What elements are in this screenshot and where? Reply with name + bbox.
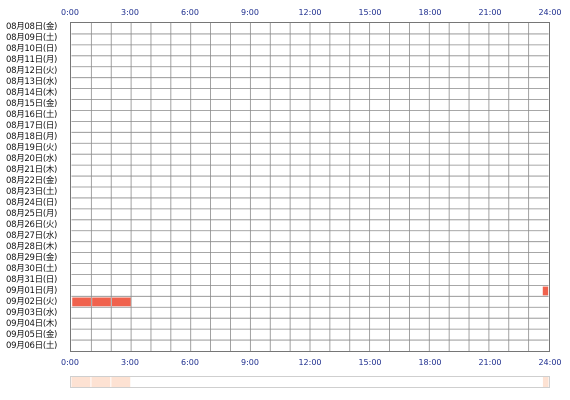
time-label-bottom: 24:00 [538,358,562,367]
time-label-bottom: 12:00 [298,358,322,367]
time-label-bottom: 3:00 [121,358,139,367]
activity-summary-bar [70,376,550,388]
time-label-top: 24:00 [538,8,562,17]
time-label-top: 6:00 [181,8,199,17]
day-label: 08月22日(金) [6,176,58,186]
time-label-bottom: 6:00 [181,358,199,367]
day-label: 09月02日(火) [6,297,58,307]
day-label: 09月01日(月) [6,286,58,296]
day-label: 08月19日(火) [6,143,58,153]
day-label: 08月20日(水) [6,154,58,164]
day-label: 08月23日(土) [6,187,58,197]
time-label-top: 21:00 [478,8,502,17]
day-label: 08月11日(月) [6,55,58,65]
day-label: 08月27日(水) [6,231,58,241]
day-label: 09月06日(土) [6,341,58,351]
time-label-top: 12:00 [298,8,322,17]
activity-block [542,286,549,296]
day-label: 08月30日(土) [6,264,58,274]
day-label: 08月28日(木) [6,242,58,252]
day-label: 08月08日(金) [6,22,58,32]
day-label: 09月03日(水) [6,308,58,318]
time-label-bottom: 21:00 [478,358,502,367]
time-label-top: 15:00 [358,8,382,17]
time-label-top: 18:00 [418,8,442,17]
time-label-top: 0:00 [61,8,79,17]
time-label-top: 9:00 [241,8,259,17]
day-label: 08月17日(日) [6,121,58,131]
time-label-bottom: 9:00 [241,358,259,367]
day-label: 08月29日(金) [6,253,58,263]
day-label: 09月05日(金) [6,330,58,340]
day-label: 08月13日(水) [6,77,58,87]
activity-block [72,297,91,307]
day-label: 08月31日(日) [6,275,58,285]
day-label: 08月16日(土) [6,110,58,120]
time-label-top: 3:00 [121,8,139,17]
day-label: 08月14日(木) [6,88,58,98]
time-axis-bottom: 0:00 3:00 6:00 9:00 12:00 15:00 18:00 21:00 24:0… [0,358,570,370]
day-label: 08月18日(月) [6,132,58,142]
activity-grid [70,22,550,352]
summary-block [111,377,131,387]
day-label: 09月04日(木) [6,319,58,329]
time-label-bottom: 18:00 [418,358,442,367]
day-label: 08月24日(日) [6,198,58,208]
activity-block [92,297,111,307]
summary-block [91,377,111,387]
day-label: 08月21日(木) [6,165,58,175]
day-label: 08月10日(日) [6,44,58,54]
summary-block [542,377,549,387]
time-label-bottom: 15:00 [358,358,382,367]
day-label: 08月26日(火) [6,220,58,230]
activity-block [112,297,131,307]
day-label: 08月15日(金) [6,99,58,109]
day-label: 08月09日(土) [6,33,58,43]
time-label-bottom: 0:00 [61,358,79,367]
time-axis-top: 0:00 3:00 6:00 9:00 12:00 15:00 18:00 21:00 24:0… [0,8,570,20]
summary-block [71,377,91,387]
day-label: 08月12日(火) [6,66,58,76]
day-label: 08月25日(月) [6,209,58,219]
